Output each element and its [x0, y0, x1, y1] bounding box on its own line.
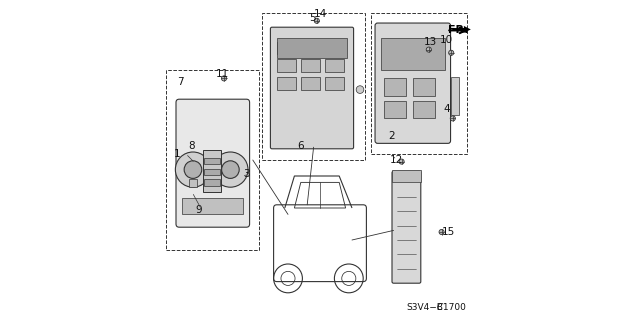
Circle shape [449, 50, 454, 55]
Bar [384, 78, 406, 96]
FancyBboxPatch shape [270, 27, 354, 149]
Text: 5: 5 [308, 12, 316, 23]
Circle shape [314, 18, 319, 23]
Bar [277, 38, 347, 58]
Text: 13: 13 [424, 36, 437, 47]
Bar [451, 77, 460, 115]
Bar [392, 170, 421, 182]
Bar [301, 42, 320, 54]
Circle shape [175, 152, 211, 187]
Bar [204, 169, 220, 175]
Text: S3V4−B1700: S3V4−B1700 [406, 303, 467, 312]
Circle shape [184, 161, 202, 179]
Circle shape [426, 47, 431, 52]
Circle shape [399, 159, 404, 164]
Bar [325, 42, 344, 54]
Circle shape [451, 116, 456, 121]
Bar [277, 77, 296, 90]
Text: 2: 2 [388, 131, 396, 141]
Text: 10: 10 [440, 35, 453, 45]
FancyBboxPatch shape [176, 99, 250, 227]
Text: 7: 7 [177, 76, 184, 87]
Bar [381, 38, 445, 70]
Text: 4: 4 [443, 104, 450, 114]
Circle shape [439, 229, 444, 235]
FancyBboxPatch shape [375, 23, 451, 143]
Bar [204, 179, 220, 186]
Text: 9: 9 [195, 204, 202, 215]
Text: 14: 14 [314, 9, 326, 20]
Text: 6: 6 [298, 140, 304, 151]
Bar [384, 101, 406, 118]
Bar [262, 13, 365, 160]
Bar [325, 59, 344, 72]
Circle shape [212, 152, 248, 187]
Text: 8: 8 [189, 140, 195, 151]
Bar [413, 78, 435, 96]
Circle shape [221, 161, 239, 179]
Circle shape [356, 86, 364, 93]
Bar [182, 198, 243, 214]
Text: C: C [437, 303, 443, 312]
Bar [301, 77, 320, 90]
Bar [413, 101, 435, 118]
FancyBboxPatch shape [392, 171, 421, 283]
Text: 12: 12 [390, 155, 403, 165]
Bar [204, 150, 221, 192]
Circle shape [221, 76, 227, 81]
Bar [277, 59, 296, 72]
Text: 11: 11 [216, 68, 229, 79]
Bar [166, 70, 259, 250]
Bar [301, 59, 320, 72]
Text: 3: 3 [243, 169, 250, 180]
Bar [277, 42, 296, 54]
Bar [189, 179, 197, 187]
Bar [371, 13, 467, 154]
Bar [204, 158, 220, 164]
Text: 1: 1 [174, 148, 181, 159]
Text: 15: 15 [442, 227, 454, 237]
Text: FR.: FR. [448, 25, 468, 36]
Bar [325, 77, 344, 90]
